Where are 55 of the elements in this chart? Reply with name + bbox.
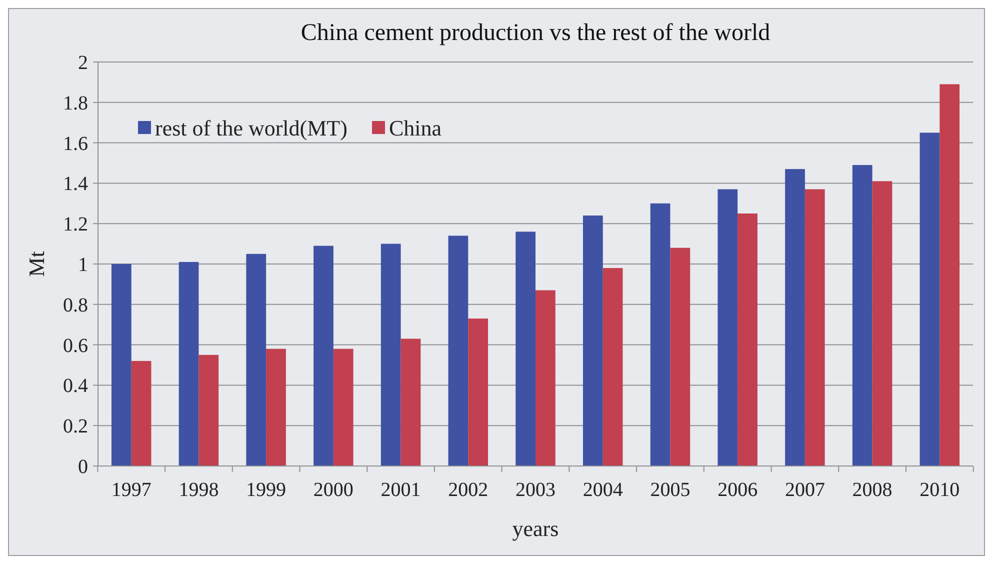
x-tick-label: 2008 xyxy=(852,479,892,501)
x-tick-label: 2010 xyxy=(920,479,960,501)
bar xyxy=(468,318,488,466)
bar xyxy=(516,232,536,466)
bar xyxy=(940,84,960,466)
bar xyxy=(920,132,940,466)
y-tick-label: 1 xyxy=(78,254,88,276)
bar xyxy=(400,338,421,466)
y-tick-label: 0.6 xyxy=(63,334,88,357)
bar xyxy=(785,169,805,466)
bar xyxy=(448,236,468,466)
x-tick-label: 2006 xyxy=(718,479,758,501)
x-axis-title: years xyxy=(512,516,559,541)
bar xyxy=(650,203,670,466)
y-tick-label: 1.4 xyxy=(63,173,88,196)
bar xyxy=(380,244,401,466)
legend-label: China xyxy=(389,116,442,141)
x-tick-label: 1998 xyxy=(178,479,219,501)
bar xyxy=(131,360,152,466)
y-tick-label: 0.4 xyxy=(63,375,88,398)
x-tick-label: 2005 xyxy=(650,479,690,501)
x-tick-label: 1999 xyxy=(246,479,286,501)
bar xyxy=(670,248,690,466)
x-tick-label: 2002 xyxy=(448,479,488,501)
bar xyxy=(246,254,266,466)
bar xyxy=(738,214,758,466)
x-tick-label: 2001 xyxy=(380,479,421,501)
bar xyxy=(718,189,738,466)
bar xyxy=(111,264,132,466)
bar xyxy=(804,189,825,466)
bar xyxy=(582,216,603,466)
bar xyxy=(198,354,219,466)
y-tick-label: 2 xyxy=(78,52,88,74)
y-tick-label: 1.6 xyxy=(63,132,88,155)
y-tick-label: 0.8 xyxy=(63,294,88,316)
bar xyxy=(872,181,892,466)
y-tick-label: 1.8 xyxy=(63,92,88,114)
chart-title: China cement production vs the rest of the world xyxy=(300,20,770,46)
x-tick-label: 2007 xyxy=(784,479,825,501)
y-tick-label: 1.2 xyxy=(63,214,88,236)
bar xyxy=(266,348,286,466)
y-axis-title: Mt xyxy=(24,251,49,277)
bar xyxy=(602,268,623,466)
y-tick-label: 0 xyxy=(78,456,88,478)
bar xyxy=(314,246,334,466)
x-tick-label: 2000 xyxy=(313,479,354,501)
bar xyxy=(536,290,556,466)
x-tick-label: 1997 xyxy=(111,479,152,501)
y-tick-label: 0.2 xyxy=(63,416,88,438)
bar xyxy=(178,262,199,466)
x-tick-label: 2003 xyxy=(516,479,556,501)
bar xyxy=(852,165,872,466)
x-tick-label: 2004 xyxy=(582,479,623,501)
legend-label: rest of the world(MT) xyxy=(155,116,348,141)
bar xyxy=(333,348,354,466)
